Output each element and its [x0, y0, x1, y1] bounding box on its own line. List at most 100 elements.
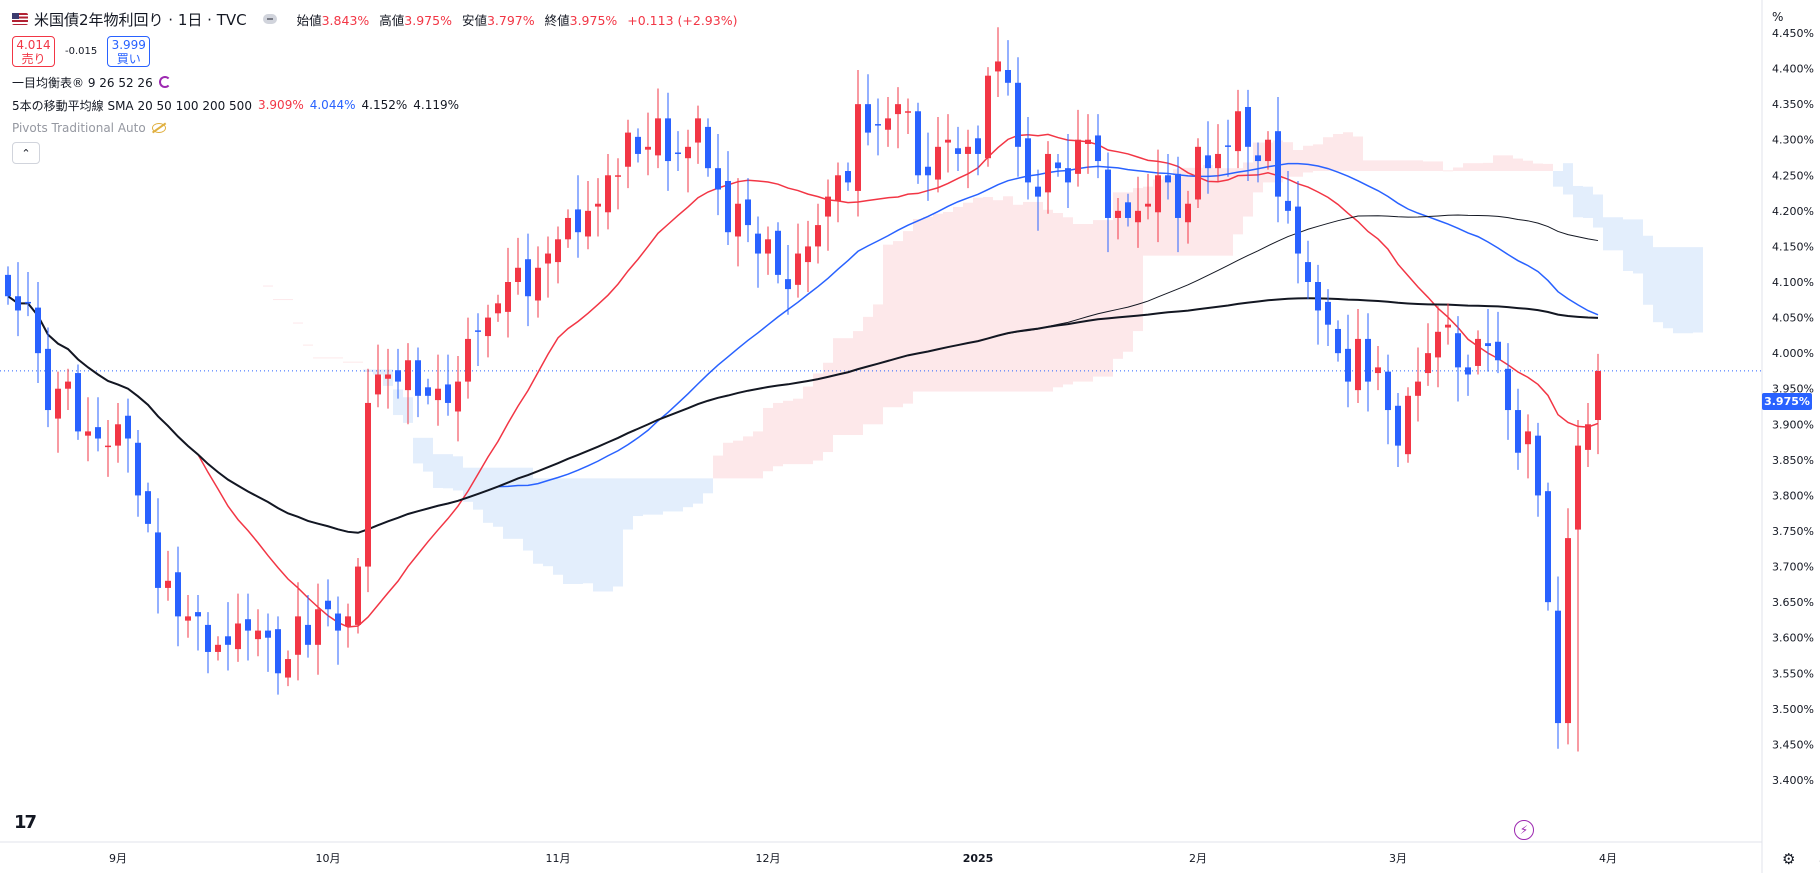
candle-body[interactable]: [235, 623, 241, 650]
candle-body[interactable]: [315, 609, 321, 645]
candle-body[interactable]: [785, 279, 791, 290]
candle-body[interactable]: [1055, 162, 1061, 169]
candle-body[interactable]: [1215, 153, 1221, 169]
candle-body[interactable]: [1205, 155, 1211, 169]
candle-body[interactable]: [1065, 168, 1071, 183]
candle-body[interactable]: [325, 600, 331, 610]
candle-body[interactable]: [145, 491, 151, 524]
candle-body[interactable]: [1455, 333, 1461, 368]
buy-button[interactable]: 3.999 買い: [107, 36, 151, 67]
candle-body[interactable]: [1465, 367, 1471, 375]
candle-body[interactable]: [1085, 139, 1091, 144]
candle-body[interactable]: [405, 360, 411, 391]
cycle-icon[interactable]: [158, 76, 171, 88]
candle-body[interactable]: [1385, 371, 1391, 411]
candle-body[interactable]: [1365, 338, 1371, 382]
candle-body[interactable]: [995, 61, 1001, 72]
candle-body[interactable]: [915, 111, 921, 176]
candle-body[interactable]: [35, 307, 41, 354]
candle-body[interactable]: [905, 111, 911, 113]
candle-body[interactable]: [1145, 203, 1151, 207]
candle-body[interactable]: [1495, 341, 1501, 361]
collapse-legend-button[interactable]: ⌃: [12, 142, 40, 164]
candle-body[interactable]: [1075, 139, 1081, 174]
sma-legend[interactable]: 5本の移動平均線 SMA 20 50 100 200 500 3.909% 4.…: [12, 97, 737, 113]
candle-body[interactable]: [635, 136, 641, 154]
candle-body[interactable]: [75, 373, 81, 432]
candle-body[interactable]: [665, 118, 671, 162]
candle-body[interactable]: [1585, 424, 1591, 450]
candle-body[interactable]: [155, 532, 161, 588]
candle-body[interactable]: [365, 402, 371, 567]
candle-body[interactable]: [55, 388, 61, 419]
candle-body[interactable]: [275, 629, 281, 674]
candle-body[interactable]: [425, 387, 431, 396]
candle-body[interactable]: [655, 118, 661, 156]
candle-body[interactable]: [765, 239, 771, 254]
candle-body[interactable]: [1515, 410, 1521, 453]
candle-body[interactable]: [1335, 328, 1341, 354]
candle-body[interactable]: [175, 572, 181, 617]
candle-body[interactable]: [1425, 353, 1431, 374]
candle-body[interactable]: [805, 246, 811, 263]
candle-body[interactable]: [475, 330, 481, 332]
candle-body[interactable]: [695, 118, 701, 143]
candle-body[interactable]: [1245, 106, 1251, 147]
candle-body[interactable]: [515, 267, 521, 282]
candle-body[interactable]: [595, 203, 601, 207]
candle-body[interactable]: [25, 301, 31, 304]
tradingview-logo-icon[interactable]: 17: [14, 812, 37, 833]
candle-body[interactable]: [1095, 135, 1101, 162]
candle-body[interactable]: [15, 296, 21, 311]
candle-body[interactable]: [305, 624, 311, 645]
candle-body[interactable]: [935, 146, 941, 180]
candle-body[interactable]: [615, 175, 621, 177]
candle-body[interactable]: [1265, 139, 1271, 162]
candle-body[interactable]: [465, 338, 471, 382]
candle-body[interactable]: [45, 348, 51, 411]
candle-body[interactable]: [685, 146, 691, 159]
candle-body[interactable]: [885, 118, 891, 130]
candle-body[interactable]: [545, 253, 551, 264]
candle-body[interactable]: [645, 146, 651, 150]
candle-body[interactable]: [585, 210, 591, 237]
candle-body[interactable]: [835, 175, 841, 201]
candle-body[interactable]: [1445, 324, 1451, 328]
ichimoku-legend[interactable]: 一目均衡表® 9 26 52 26: [12, 74, 737, 90]
price-axis[interactable]: 3.400% 3.450% 3.500% 3.550% 3.600% 3.650% 3.70…: [1772, 27, 1814, 787]
candle-body[interactable]: [1235, 111, 1241, 152]
candle-body[interactable]: [225, 636, 231, 645]
gear-icon[interactable]: ⚙: [1782, 850, 1796, 868]
candle-body[interactable]: [445, 384, 451, 403]
candle-body[interactable]: [1325, 301, 1331, 325]
candle-body[interactable]: [295, 616, 301, 655]
axis-unit[interactable]: %: [1772, 10, 1784, 24]
candle-body[interactable]: [1185, 203, 1191, 223]
candle-body[interactable]: [745, 199, 751, 226]
candle-body[interactable]: [715, 168, 721, 190]
candle-body[interactable]: [265, 630, 271, 638]
candle-body[interactable]: [1595, 370, 1601, 421]
candle-body[interactable]: [285, 659, 291, 678]
candle-body[interactable]: [1165, 175, 1171, 183]
candle-body[interactable]: [535, 267, 541, 301]
candle-body[interactable]: [1405, 395, 1411, 455]
candle-body[interactable]: [165, 580, 171, 588]
candle-body[interactable]: [195, 612, 201, 617]
candle-body[interactable]: [1015, 82, 1021, 147]
eye-off-icon[interactable]: [151, 123, 166, 133]
candle-body[interactable]: [875, 124, 881, 126]
candle-body[interactable]: [605, 175, 611, 213]
candle-body[interactable]: [1295, 206, 1301, 254]
candle-body[interactable]: [1005, 69, 1011, 83]
candle-body[interactable]: [1255, 155, 1261, 162]
candle-body[interactable]: [1565, 538, 1571, 724]
candle-body[interactable]: [1395, 405, 1401, 446]
candle-body[interactable]: [435, 388, 441, 401]
candle-body[interactable]: [1505, 368, 1511, 411]
candle-body[interactable]: [115, 424, 121, 446]
candle-body[interactable]: [375, 374, 381, 395]
candle-body[interactable]: [955, 148, 961, 154]
candle-body[interactable]: [1175, 173, 1181, 218]
candle-body[interactable]: [825, 196, 831, 217]
